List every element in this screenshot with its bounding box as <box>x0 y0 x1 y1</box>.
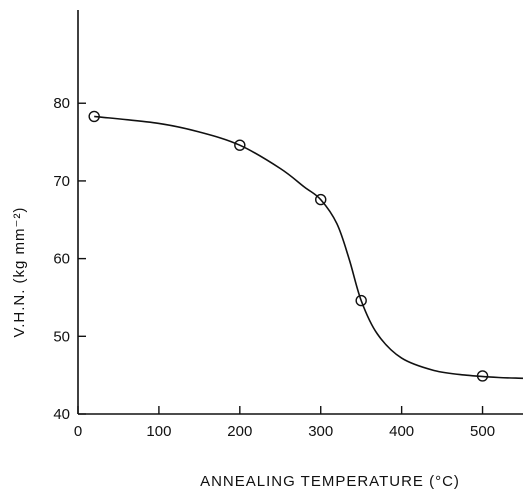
x-axis-title: ANNEALING TEMPERATURE (°C) <box>200 473 460 490</box>
x-tick-label: 100 <box>146 423 171 440</box>
x-tick-labels: 0 100 200 300 400 500 <box>74 423 495 440</box>
x-tick-label: 0 <box>74 423 82 440</box>
y-tick-label: 80 <box>53 95 70 112</box>
data-point <box>315 193 327 206</box>
y-ticks <box>78 102 86 415</box>
y-tick-labels: 40 50 60 70 80 <box>53 95 70 423</box>
data-markers <box>88 110 489 382</box>
x-tick-label: 400 <box>389 423 414 440</box>
y-tick-label: 50 <box>53 328 70 345</box>
fit-curve <box>94 115 523 380</box>
x-tick-label: 500 <box>470 423 495 440</box>
y-axis-title: V.H.N. (kg mm⁻²) <box>11 207 28 338</box>
x-axis: 0 100 200 300 400 500 <box>74 406 523 440</box>
x-ticks <box>77 406 484 414</box>
y-tick-label: 70 <box>53 173 70 190</box>
data-point <box>355 294 367 307</box>
y-tick-label: 40 <box>53 406 70 423</box>
data-point <box>476 370 489 382</box>
data-point <box>234 139 246 151</box>
y-axis: 40 50 60 70 80 <box>53 10 86 423</box>
x-tick-label: 200 <box>227 423 252 440</box>
x-tick-label: 300 <box>308 423 333 440</box>
y-tick-label: 60 <box>53 251 70 268</box>
data-point <box>88 110 100 123</box>
